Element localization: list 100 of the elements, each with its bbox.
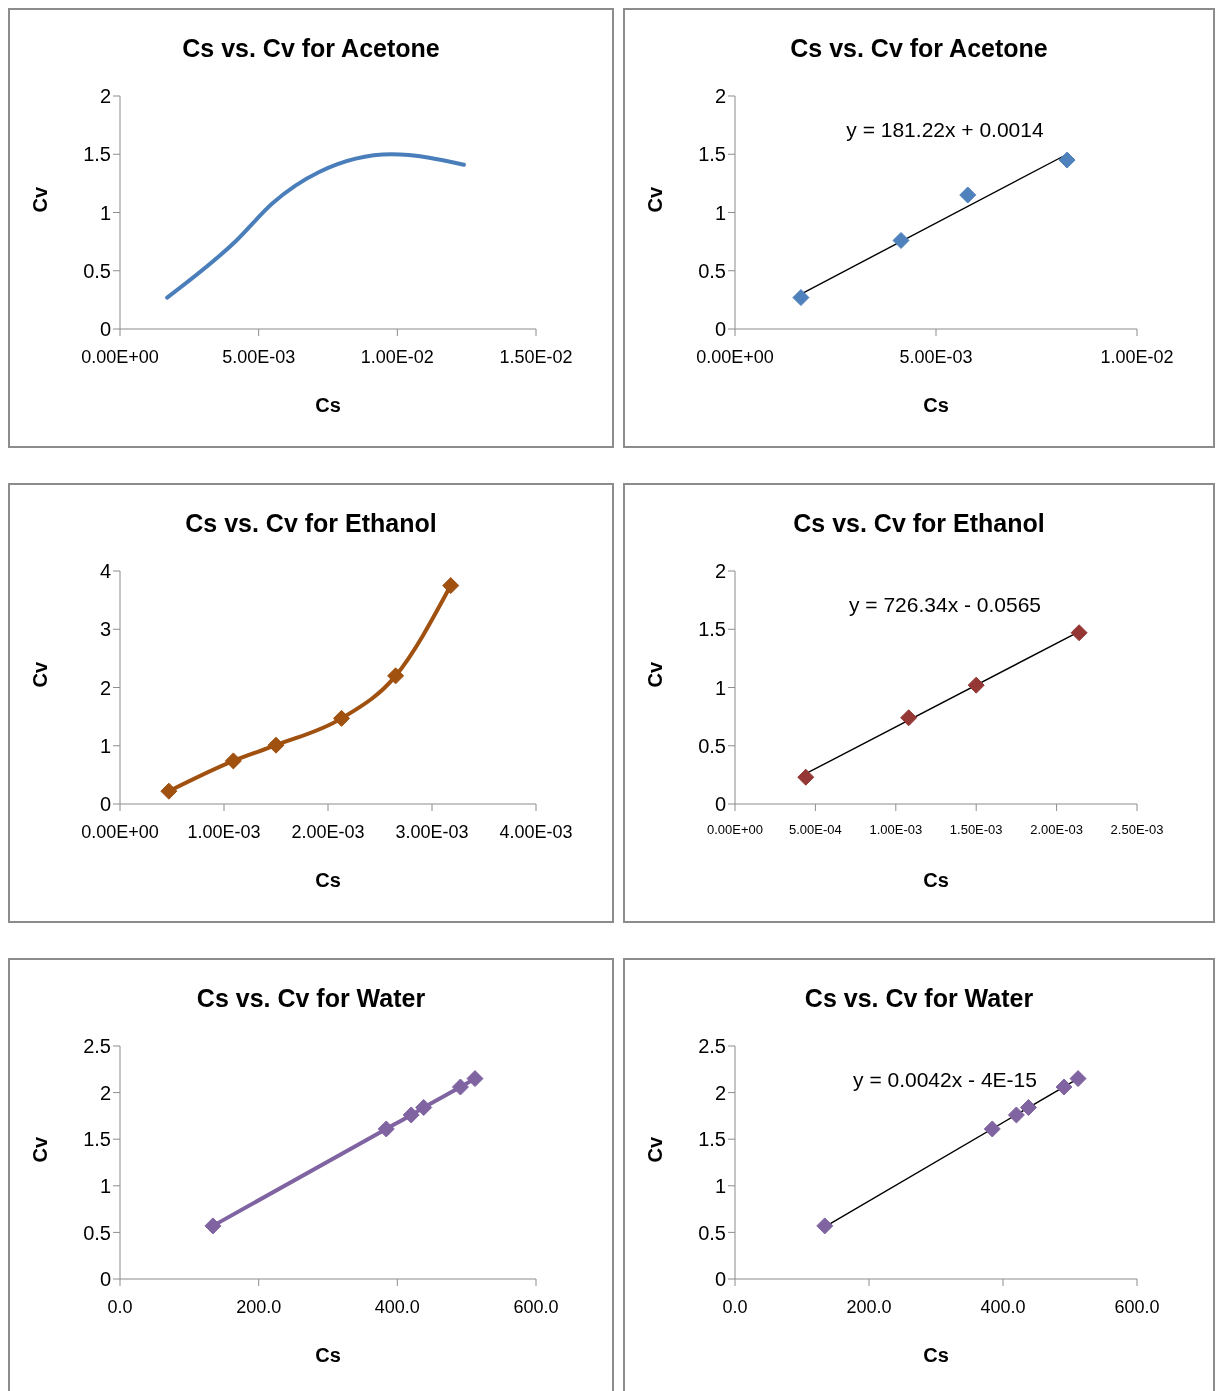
point <box>959 186 977 204</box>
x-tick-label: 0.0 <box>722 1296 748 1317</box>
x-tick-label: 600.0 <box>1114 1296 1160 1317</box>
x-tick-label: 5.00E-03 <box>222 346 296 367</box>
point <box>224 752 242 770</box>
y-tick-label: 2 <box>714 85 726 108</box>
x-axis-title: Cs <box>923 394 949 416</box>
y-tick-label: 1.5 <box>698 143 726 166</box>
x-tick-label: 0.00E+00 <box>81 821 159 842</box>
x-tick-label: 1.50E-02 <box>499 346 573 367</box>
x-tick-label: 1.00E-02 <box>1100 346 1174 367</box>
x-tick-label: 400.0 <box>374 1296 420 1317</box>
point <box>204 1217 222 1235</box>
y-axis-title: Cv <box>29 661 52 688</box>
y-tick-label: 1 <box>714 676 726 699</box>
point <box>451 1078 469 1096</box>
y-tick-label: 1 <box>99 201 111 224</box>
annotation: y = 726.34x - 0.0565 <box>847 593 1043 617</box>
line-series <box>165 152 466 300</box>
x-tick-label: 0.00E+00 <box>696 346 774 367</box>
x-tick-label: 0.00E+00 <box>81 346 159 367</box>
point <box>402 1106 420 1124</box>
chart-title: Cs vs. Cv for Water <box>803 984 1035 1014</box>
y-tick-label: 4 <box>99 560 111 583</box>
y-tick-label: 0.5 <box>83 1221 111 1244</box>
y-tick-label: 0.5 <box>698 734 726 757</box>
y-tick-label: 2 <box>99 1081 111 1104</box>
y-tick-label: 1 <box>714 201 726 224</box>
x-tick-label: 1.00E-02 <box>360 346 434 367</box>
y-tick-label: 1 <box>99 734 111 757</box>
x-tick-label: 1.00E-03 <box>869 822 923 838</box>
point <box>1055 1078 1073 1096</box>
point <box>387 667 405 685</box>
x-tick-label: 2.00E-03 <box>291 821 365 842</box>
point <box>900 709 918 727</box>
x-tick-label: 400.0 <box>980 1296 1026 1317</box>
y-axis-title: Cv <box>644 1136 667 1163</box>
x-tick-label: 5.00E-03 <box>899 346 973 367</box>
chart-title: Cs vs. Cv for Acetone <box>181 34 441 64</box>
point <box>415 1099 433 1117</box>
y-axis-title: Cv <box>29 1136 52 1163</box>
y-axis-title: Cv <box>29 186 52 213</box>
annotation: y = 0.0042x - 4E-15 <box>852 1068 1038 1092</box>
y-tick-label: 1.5 <box>698 618 726 641</box>
y-axis-title: Cv <box>644 186 667 213</box>
y-tick-label: 0 <box>714 1268 726 1291</box>
x-tick-label: 200.0 <box>236 1296 282 1317</box>
point <box>466 1070 484 1088</box>
y-tick-label: 1.5 <box>83 1128 111 1151</box>
y-tick-label: 2.5 <box>698 1035 726 1058</box>
point <box>377 1120 395 1138</box>
x-axis-title: Cs <box>315 394 341 416</box>
y-tick-label: 2 <box>99 85 111 108</box>
y-tick-label: 0 <box>99 318 111 341</box>
chart-title: Cs vs. Cv for Acetone <box>789 34 1049 64</box>
x-axis-title: Cs <box>315 869 341 891</box>
point <box>1069 1070 1087 1088</box>
chart-title: Cs vs. Cv for Ethanol <box>184 509 438 539</box>
y-tick-label: 1.5 <box>698 1128 726 1151</box>
y-axis-title: Cv <box>644 661 667 688</box>
y-tick-label: 0.5 <box>83 259 111 282</box>
point <box>892 231 910 249</box>
point <box>797 768 815 786</box>
x-axis-title: Cs <box>923 1344 949 1366</box>
x-axis-title: Cs <box>315 1344 341 1366</box>
x-tick-label: 5.00E-04 <box>789 822 842 838</box>
point <box>442 577 460 595</box>
y-tick-label: 2 <box>99 676 111 699</box>
x-tick-label: 2.00E-03 <box>1030 822 1083 838</box>
point <box>967 676 985 694</box>
y-tick-label: 0 <box>99 793 111 816</box>
point <box>1007 1106 1025 1124</box>
y-tick-label: 0 <box>714 318 726 341</box>
point <box>1019 1099 1037 1117</box>
x-tick-label: 200.0 <box>846 1296 892 1317</box>
chart-title: Cs vs. Cv for Ethanol <box>792 509 1046 539</box>
point <box>983 1120 1001 1138</box>
y-tick-label: 0.5 <box>698 1221 726 1244</box>
point <box>792 289 810 307</box>
y-tick-label: 2.5 <box>83 1035 111 1058</box>
x-tick-label: 1.00E-03 <box>187 821 261 842</box>
x-tick-label: 0.0 <box>107 1296 133 1317</box>
point <box>816 1217 834 1235</box>
x-tick-label: 2.50E-03 <box>1110 822 1164 838</box>
point <box>160 782 178 800</box>
x-tick-label: 1.50E-03 <box>949 822 1003 838</box>
y-tick-label: 0 <box>99 1268 111 1291</box>
x-tick-label: 4.00E-03 <box>499 821 573 842</box>
annotation: y = 181.22x + 0.0014 <box>845 118 1045 142</box>
x-tick-label: 3.00E-03 <box>395 821 469 842</box>
point <box>333 709 351 727</box>
point <box>1058 151 1076 169</box>
chart-title: Cs vs. Cv for Water <box>195 984 427 1014</box>
x-axis-title: Cs <box>923 869 949 891</box>
y-tick-label: 2 <box>714 560 726 583</box>
point <box>1070 624 1088 642</box>
y-tick-label: 2 <box>714 1081 726 1104</box>
x-tick-label: 600.0 <box>513 1296 559 1317</box>
point <box>267 736 285 754</box>
y-tick-label: 1 <box>99 1174 111 1197</box>
